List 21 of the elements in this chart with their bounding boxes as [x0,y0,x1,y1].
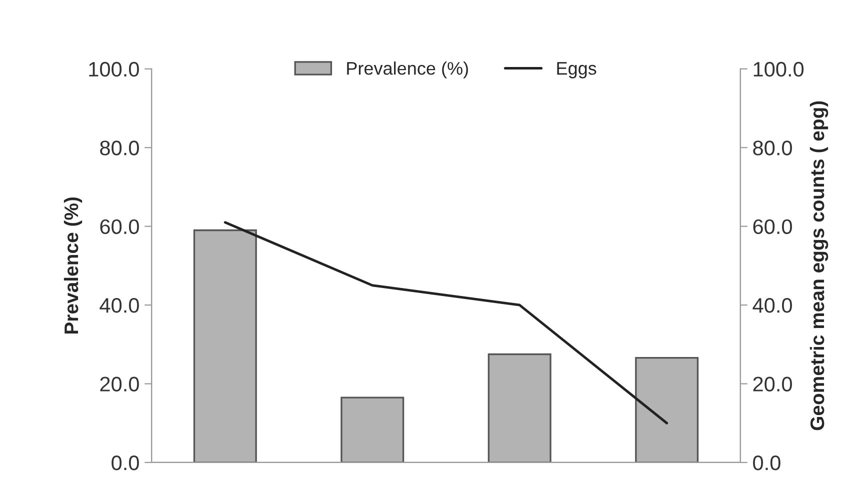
y2-tick-label: 20.0 [753,376,792,392]
bar [488,353,552,462]
y2-tick-label: 100.0 [754,62,804,77]
y2-tick-label: 0.0 [753,455,780,470]
legend-label: Eggs [557,62,596,78]
y-tick-label: 40.0 [100,298,139,313]
y-tick-label: 20.0 [100,376,139,392]
y-tick-label: 100.0 [89,62,139,77]
y-tick-label: 60.0 [100,219,139,234]
y-axis-title: Prevalence (%) [64,197,82,334]
y2-axis-title: Geometric mean eggs counts ( epg) [810,101,828,430]
bar [340,396,404,462]
y2-tick-label: 60.0 [753,219,792,234]
y2-tick-label: 40.0 [752,298,792,313]
y-tick-label: 0.0 [112,455,139,470]
bar [635,356,699,462]
bar [193,229,257,462]
y-tick-label: 80.0 [100,140,139,156]
y2-tick-label: 80.0 [753,140,792,156]
line-series [224,221,668,424]
legend-label: Prevalence (%) [347,62,468,78]
